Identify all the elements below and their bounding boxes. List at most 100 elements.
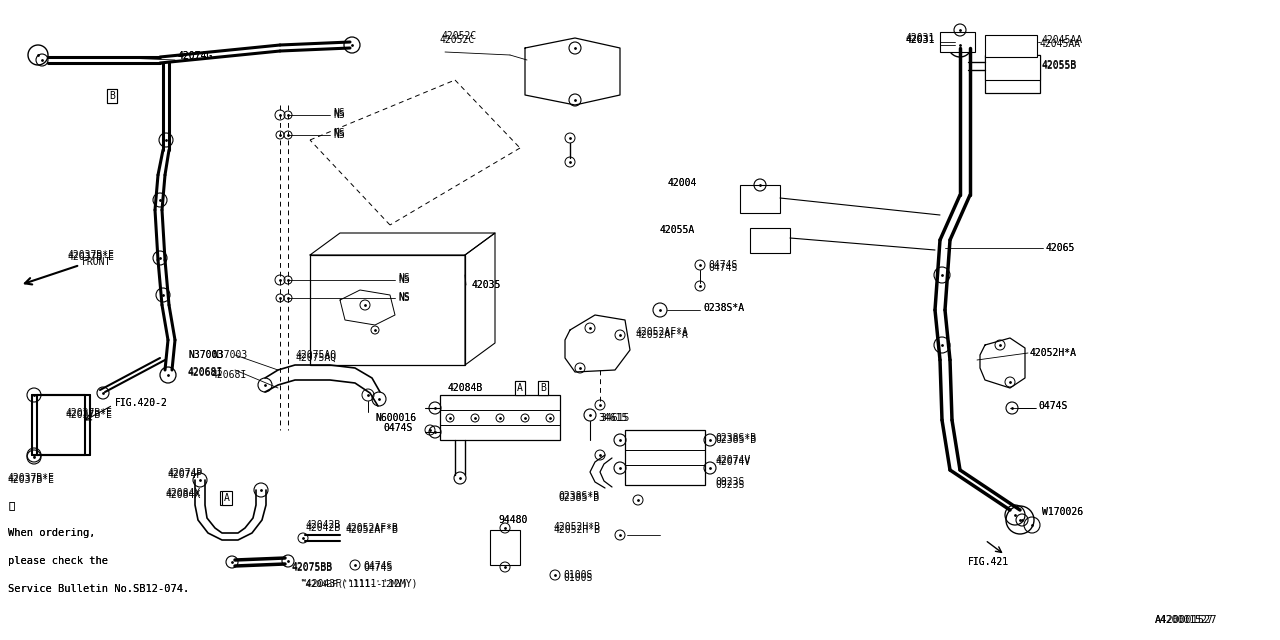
Text: 0238S*B: 0238S*B	[716, 433, 756, 443]
Text: 94480: 94480	[498, 515, 527, 525]
Text: 42052H*B: 42052H*B	[553, 522, 600, 532]
Text: 0238S*B: 0238S*B	[716, 435, 756, 445]
Text: 42052H*B: 42052H*B	[553, 525, 600, 535]
Bar	[440, 395, 561, 440]
Text: FIG.421: FIG.421	[968, 557, 1009, 567]
Text: ※: ※	[8, 500, 14, 510]
Bar	[750, 228, 790, 253]
Text: 0474S: 0474S	[1038, 401, 1068, 411]
Text: FIG.420-2: FIG.420-2	[115, 398, 168, 408]
Text: B: B	[109, 91, 115, 101]
Text: 42037B*E: 42037B*E	[8, 473, 55, 483]
Text: 42031: 42031	[905, 35, 934, 45]
Text: NS: NS	[398, 273, 410, 283]
Text: 42055B: 42055B	[1042, 60, 1078, 70]
Text: 42055B: 42055B	[1042, 61, 1078, 71]
Text: 34615: 34615	[600, 413, 630, 423]
Text: 34615: 34615	[598, 413, 627, 423]
Text: 0474S: 0474S	[364, 561, 393, 571]
Bar	[986, 55, 1039, 80]
Text: 42084B: 42084B	[448, 383, 484, 393]
Text: 42068I: 42068I	[188, 368, 223, 378]
Text: 42084B: 42084B	[447, 383, 483, 393]
Text: 0474S: 0474S	[364, 563, 393, 573]
Text: 0923S: 0923S	[716, 480, 745, 490]
Text: 42037B*E: 42037B*E	[68, 250, 115, 260]
Text: 42052H*A: 42052H*A	[1030, 348, 1076, 358]
Text: 42052AF*B: 42052AF*B	[346, 523, 398, 533]
Text: 42004: 42004	[668, 178, 698, 188]
Text: please check the: please check the	[8, 556, 108, 566]
Text: 0474S: 0474S	[708, 263, 737, 273]
Text: 42074P: 42074P	[168, 468, 204, 478]
Text: 0100S: 0100S	[563, 570, 593, 580]
Text: B: B	[540, 383, 547, 393]
Text: 42074P: 42074P	[168, 470, 204, 480]
Text: Service Bulletin No.SB12-074.: Service Bulletin No.SB12-074.	[8, 584, 189, 594]
Text: 42052AF*A: 42052AF*A	[636, 330, 689, 340]
Text: NS: NS	[333, 130, 344, 140]
Text: 42055A: 42055A	[660, 225, 695, 235]
Text: N37003: N37003	[188, 350, 223, 360]
Text: 42042B: 42042B	[305, 520, 340, 530]
Text: N600016: N600016	[375, 413, 416, 423]
Text: 42052C: 42052C	[442, 31, 477, 41]
Text: 42084X: 42084X	[165, 488, 200, 498]
Text: 0474S: 0474S	[383, 423, 412, 433]
Text: 42031: 42031	[905, 33, 934, 43]
Bar	[625, 430, 705, 485]
Text: 42068I: 42068I	[188, 367, 223, 377]
Text: 0238S*A: 0238S*A	[703, 303, 744, 313]
Text: 42074G: 42074G	[178, 51, 214, 61]
Bar	[986, 55, 1039, 93]
Text: A: A	[224, 493, 230, 503]
Text: 42074G: 42074G	[178, 51, 214, 61]
Text: 42075BB: 42075BB	[292, 562, 333, 572]
Text: 42052AF*B: 42052AF*B	[346, 525, 398, 535]
Text: A: A	[517, 383, 524, 393]
Text: 42035: 42035	[472, 280, 502, 290]
Text: N37003: N37003	[212, 350, 247, 360]
Text: A420001527: A420001527	[1155, 615, 1217, 625]
Text: 42065: 42065	[1044, 243, 1074, 253]
Text: 42031: 42031	[905, 35, 934, 45]
Text: 42035: 42035	[472, 280, 502, 290]
Text: Service Bulletin No.SB12-074.: Service Bulletin No.SB12-074.	[8, 584, 189, 594]
Text: 42074V: 42074V	[716, 457, 750, 467]
Text: 42068I: 42068I	[212, 370, 247, 380]
Text: ‷42043F('1111-'12MY): ‷42043F('1111-'12MY)	[300, 578, 417, 588]
Bar	[940, 32, 975, 52]
Text: 42037B*E: 42037B*E	[68, 252, 115, 262]
Text: 42045AA: 42045AA	[1042, 35, 1083, 45]
Bar	[986, 35, 1037, 57]
Text: NS: NS	[398, 275, 410, 285]
Text: 0474S: 0474S	[708, 260, 737, 270]
Text: FIG.420-2: FIG.420-2	[115, 398, 168, 408]
Text: 0238S*B: 0238S*B	[558, 493, 599, 503]
Text: 0238S*A: 0238S*A	[703, 303, 744, 313]
Bar	[740, 185, 780, 213]
Text: 42037B*E: 42037B*E	[8, 475, 55, 485]
Text: A: A	[221, 493, 228, 503]
Text: N600016: N600016	[375, 413, 416, 423]
Text: 42075AQ: 42075AQ	[294, 353, 337, 363]
Text: W170026: W170026	[1042, 507, 1083, 517]
Text: NS: NS	[398, 292, 410, 302]
Text: B: B	[540, 383, 547, 393]
Text: 94480: 94480	[498, 515, 527, 525]
Text: 42065: 42065	[1044, 243, 1074, 253]
Text: B: B	[109, 91, 115, 101]
Text: 42075AQ: 42075AQ	[294, 350, 337, 360]
Text: FIG.421: FIG.421	[968, 557, 1009, 567]
Text: 42052AF*A: 42052AF*A	[636, 327, 689, 337]
Text: ※: ※	[8, 500, 14, 510]
Text: W170026: W170026	[1042, 507, 1083, 517]
Text: 42074V: 42074V	[716, 455, 750, 465]
Text: A: A	[517, 383, 524, 393]
Text: 42052C: 42052C	[440, 35, 475, 45]
Text: FRONT: FRONT	[82, 257, 111, 267]
Text: 0100S: 0100S	[563, 573, 593, 583]
Text: 0474S: 0474S	[1038, 401, 1068, 411]
Bar	[310, 255, 465, 365]
Text: please check the: please check the	[8, 556, 108, 566]
